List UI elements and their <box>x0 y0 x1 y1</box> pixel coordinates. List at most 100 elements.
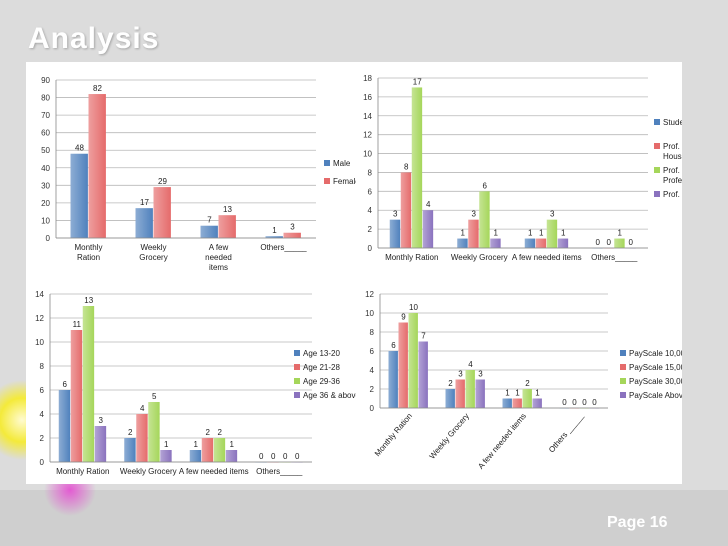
x-tick-label: Monthly <box>74 243 102 252</box>
data-label: 1 <box>494 229 499 238</box>
data-label: 29 <box>158 177 167 186</box>
data-label: 1 <box>461 229 466 238</box>
bar <box>82 306 95 462</box>
bar <box>201 438 214 462</box>
page-number: Page 16 <box>607 514 668 531</box>
x-tick-label: A few needed items <box>476 412 528 471</box>
x-tick-label: Grocery <box>139 253 167 262</box>
x-tick-label: Monthly Ration <box>385 253 438 262</box>
y-tick-label: 4 <box>40 410 45 419</box>
bar <box>522 389 532 408</box>
x-tick-label: Others_____ <box>591 253 638 262</box>
data-label: 2 <box>448 379 453 388</box>
data-label: 4 <box>468 360 473 369</box>
x-tick-label: needed <box>205 253 232 262</box>
data-label: 0 <box>596 238 601 247</box>
bar <box>422 210 434 248</box>
y-tick-label: 80 <box>41 94 50 103</box>
y-tick-label: 10 <box>41 216 50 225</box>
x-tick-label: Others_____ <box>260 243 307 252</box>
data-label: 3 <box>99 416 104 425</box>
bar <box>418 341 428 408</box>
legend-label: PayScale 10,000-15,000 <box>629 349 682 358</box>
bar <box>408 313 418 408</box>
legend-swatch <box>294 392 300 398</box>
data-label: 1 <box>230 440 235 449</box>
y-tick-label: 12 <box>35 314 44 323</box>
bar <box>135 208 153 238</box>
data-label: 1 <box>561 229 566 238</box>
y-tick-label: 2 <box>370 385 375 394</box>
legend-swatch <box>324 160 330 166</box>
bar <box>389 219 401 248</box>
y-tick-label: 30 <box>41 181 50 190</box>
y-tick-label: 0 <box>46 234 51 243</box>
x-tick-label: A few <box>209 243 229 252</box>
bar <box>388 351 398 408</box>
legend-swatch <box>654 143 660 149</box>
legend-label: PayScale 15,000-30,000 <box>629 363 682 372</box>
data-label: 2 <box>128 428 133 437</box>
y-tick-label: 50 <box>41 146 50 155</box>
data-label: 9 <box>401 313 406 322</box>
y-tick-label: 2 <box>368 225 373 234</box>
legend-label: Housewife <box>663 152 682 161</box>
y-tick-label: 2 <box>40 434 45 443</box>
data-label: 0 <box>283 452 288 461</box>
data-label: 0 <box>295 452 300 461</box>
bar <box>532 398 542 408</box>
legend-swatch <box>620 350 626 356</box>
bar <box>490 238 501 248</box>
data-label: 17 <box>140 198 149 207</box>
bar <box>512 398 522 408</box>
bar <box>200 225 218 238</box>
y-tick-label: 4 <box>368 206 373 215</box>
y-tick-label: 6 <box>368 187 373 196</box>
charts-panel: 0 10 20 30 40 50 60 70 80 90 48 82 Monthly Ration 17 29… <box>26 62 682 484</box>
legend-label: Age 13-20 <box>303 349 340 358</box>
x-tick-label: Weekly Grocery <box>451 253 508 262</box>
bar <box>468 219 479 248</box>
x-tick-label: A few needed items <box>179 467 249 476</box>
bar <box>557 238 569 248</box>
data-label: 1 <box>528 229 533 238</box>
data-label: 1 <box>505 389 510 398</box>
bar <box>411 87 423 248</box>
legend-label: Prof. <box>663 142 680 151</box>
y-tick-label: 6 <box>370 347 375 356</box>
x-tick-label: Others _____ <box>547 411 585 454</box>
y-tick-label: 4 <box>370 366 375 375</box>
bar <box>546 219 558 248</box>
data-label: 0 <box>629 238 634 247</box>
legend-label: Professional <box>663 176 682 185</box>
data-label: 3 <box>472 210 477 219</box>
y-tick-label: 60 <box>41 129 50 138</box>
y-tick-label: 18 <box>363 74 372 83</box>
data-label: 2 <box>218 428 223 437</box>
y-tick-label: 40 <box>41 164 50 173</box>
data-label: 48 <box>75 144 84 153</box>
legend-label: PayScale 30,000-50,000 <box>629 377 682 386</box>
y-tick-label: 10 <box>365 309 374 318</box>
legend-label: Age 36 & above <box>303 391 356 400</box>
x-tick-label: items <box>209 263 228 270</box>
data-label: 13 <box>84 296 93 305</box>
bar <box>502 398 512 408</box>
legend-swatch <box>294 378 300 384</box>
legend-swatch <box>620 378 626 384</box>
y-tick-label: 14 <box>35 290 44 299</box>
y-tick-label: 6 <box>40 386 45 395</box>
bar <box>614 238 625 248</box>
legend-label: Age 29-36 <box>303 377 340 386</box>
bar <box>465 370 475 408</box>
data-label: 3 <box>290 223 295 232</box>
data-label: 0 <box>572 398 577 407</box>
bar <box>213 438 226 462</box>
y-tick-label: 70 <box>41 111 50 120</box>
bar <box>124 438 136 462</box>
bar <box>160 450 172 462</box>
y-tick-label: 90 <box>41 76 50 85</box>
legend-swatch <box>620 392 626 398</box>
legend-label: PayScale Above 50,000 <box>629 391 682 400</box>
